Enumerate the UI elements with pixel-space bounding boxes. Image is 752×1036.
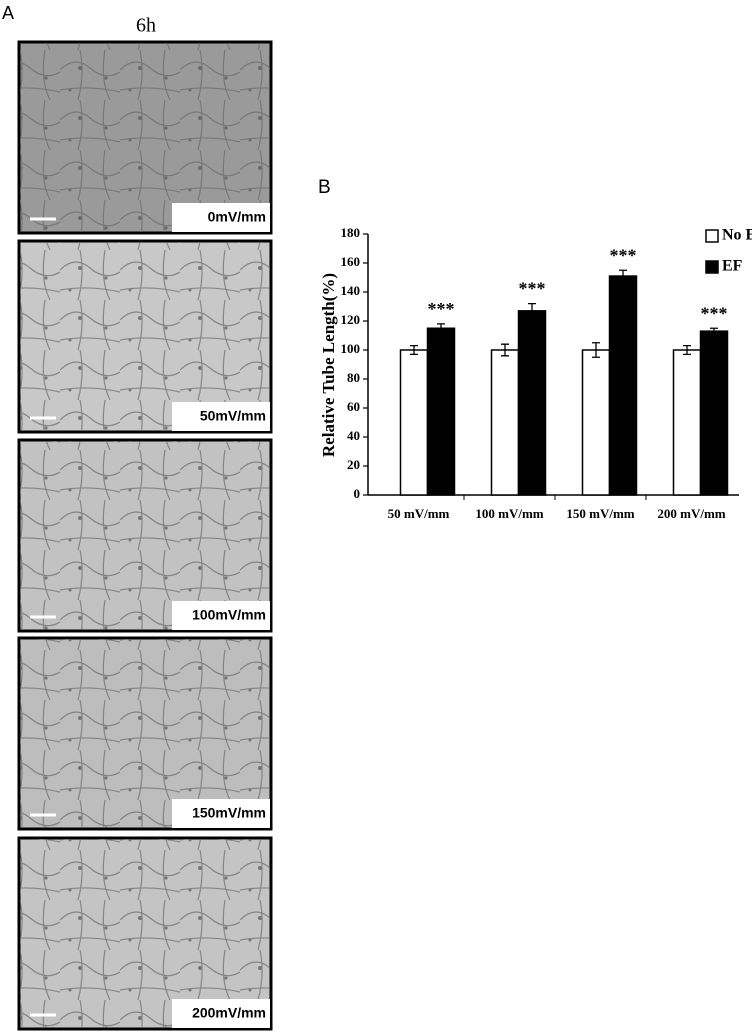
micrograph-texture (20, 242, 270, 431)
bar (426, 327, 456, 496)
y-tick-label: 180 (341, 225, 361, 240)
image-label: 100mV/mm (192, 607, 266, 623)
bar (399, 349, 429, 496)
y-tick-label: 80 (347, 370, 360, 385)
bar (490, 349, 520, 496)
bar (517, 310, 547, 496)
image-label: 150mV/mm (192, 805, 266, 821)
y-tick-label: 60 (347, 399, 360, 414)
label-box (172, 203, 270, 232)
y-axis-title: Relative Tube Length(%) (319, 273, 338, 457)
legend-label: EF (722, 258, 743, 275)
x-tick-label: 200 mV/mm (657, 506, 725, 521)
significance: *** (519, 279, 546, 299)
time-label: 6h (136, 15, 156, 37)
legend-swatch (705, 260, 719, 274)
micrograph-texture (20, 43, 270, 232)
significance: *** (428, 299, 455, 319)
panel-label: B (318, 177, 331, 198)
y-tick-label: 160 (341, 254, 361, 269)
y-tick-label: 0 (354, 486, 361, 501)
error-bar (528, 302, 536, 319)
legend-swatch (705, 229, 719, 243)
image-label: 0mV/mm (208, 209, 266, 225)
image-label: 200mV/mm (192, 1005, 266, 1021)
significance: *** (701, 303, 728, 323)
significance: *** (610, 245, 637, 265)
y-tick-label: 120 (341, 312, 361, 327)
y-tick-label: 20 (347, 457, 360, 472)
micrograph-texture (20, 639, 270, 828)
y-tick-label: 40 (347, 428, 360, 443)
micrograph-texture (20, 839, 270, 1028)
error-bar (437, 323, 445, 334)
label-box (172, 799, 270, 828)
y-tick-label: 140 (341, 283, 361, 298)
label-box (172, 601, 270, 630)
label-box (172, 402, 270, 431)
error-bar (683, 345, 691, 355)
x-tick-label: 50 mV/mm (388, 506, 450, 521)
panel-label: A (2, 3, 14, 23)
error-bar (410, 345, 418, 355)
error-bar (592, 342, 600, 358)
label-box (172, 999, 270, 1028)
bar (608, 275, 638, 496)
legend-label: No EF (722, 227, 752, 244)
error-bar (710, 327, 718, 335)
x-tick-label: 100 mV/mm (475, 506, 543, 521)
bar (699, 330, 729, 496)
error-bar (501, 343, 509, 357)
micrograph-texture (20, 441, 270, 630)
bar (581, 349, 611, 496)
image-label: 50mV/mm (200, 408, 266, 424)
error-bar (619, 269, 627, 283)
x-tick-label: 150 mV/mm (566, 506, 634, 521)
y-tick-label: 100 (341, 341, 361, 356)
bar (672, 349, 702, 496)
